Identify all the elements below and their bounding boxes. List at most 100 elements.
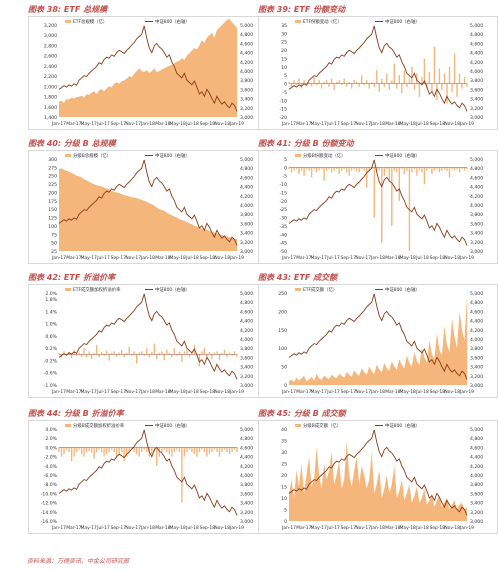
right-tick-label: 5,000 — [470, 291, 483, 297]
primary-bar — [398, 167, 400, 201]
primary-bar — [293, 167, 295, 171]
legend: 分级B成交额（亿） 中证800（右轴） — [295, 422, 420, 429]
left-tick-label: 0 — [284, 519, 287, 525]
left-tick-label: -25 — [279, 207, 287, 213]
primary-bar — [290, 167, 293, 173]
x-tick-label: Mar-18 — [385, 389, 400, 395]
legend-label: ETF成交额加权折溢价率 — [73, 286, 121, 293]
left-tick-label: 300 — [48, 157, 57, 163]
left-tick-label: 125 — [48, 216, 57, 222]
left-tick-label: 3,000 — [44, 33, 57, 39]
x-tick-label: Jul-18 — [185, 525, 199, 531]
left-tick-label: 1,600 — [44, 105, 57, 111]
csi800-line — [58, 429, 238, 516]
primary-bar — [131, 354, 133, 356]
chart-frame: 0 5 10 15 20 25 30 35 40 3,000 3,200 3,400 3,600 3,80… — [258, 420, 498, 534]
primary-bar — [366, 167, 368, 188]
primary-bar — [70, 354, 73, 358]
x-tick-label: Jul-17 — [326, 255, 340, 261]
right-tick-label: 3,000 — [470, 249, 483, 255]
legend-label: 中证800（右轴） — [155, 286, 190, 293]
primary-bar — [461, 167, 463, 170]
x-tick-label: Mar-18 — [155, 525, 170, 531]
primary-bar — [181, 354, 183, 362]
chart-title: 图表 40: 分级 B 总规模 — [28, 139, 116, 148]
primary-bar — [438, 68, 441, 84]
x-tick-label: Mar-17 — [66, 389, 81, 395]
primary-bar — [223, 447, 226, 450]
x-tick-label: Mar-17 — [66, 255, 81, 261]
primary-bar — [418, 83, 421, 97]
primary-bar — [118, 447, 120, 455]
right-tick-label: 3,400 — [240, 501, 253, 507]
primary-bar — [75, 447, 78, 452]
primary-bar — [196, 447, 198, 457]
primary-bar — [228, 352, 231, 355]
primary-bar — [228, 447, 231, 455]
primary-bar — [198, 447, 201, 452]
primary-bar — [111, 447, 113, 450]
right-tick-label: 3,400 — [240, 231, 253, 237]
x-tick-label: Sep-17 — [111, 389, 127, 395]
primary-bar — [441, 167, 443, 171]
right-tick-label: 3,000 — [240, 115, 253, 121]
right-tick-label: 4,200 — [240, 60, 253, 66]
primary-bar — [295, 167, 298, 170]
primary-bar — [83, 447, 85, 457]
primary-bar — [323, 167, 325, 181]
primary-bar — [320, 83, 323, 89]
primary-bar — [391, 80, 393, 84]
primary-bar — [211, 447, 213, 452]
x-tick-label: Nov-18 — [214, 525, 230, 531]
primary-area — [289, 440, 467, 521]
primary-bar — [388, 83, 390, 91]
primary-bar — [163, 447, 165, 450]
right-tick-label: 3,400 — [470, 501, 483, 507]
left-tick-label: 200 — [278, 309, 287, 315]
chart-svg: -50-45-40-35-30-25-20-15-10-5053,0003,20… — [279, 152, 483, 261]
left-tick-label: 50 — [281, 365, 287, 371]
x-tick-label: Jul-18 — [185, 389, 199, 395]
chart-svg: 1,400 1,600 1,800 2,000 2,200 2,400 2,600 2,800… — [44, 18, 253, 127]
x-tick-label: Mar-18 — [155, 121, 170, 127]
x-tick-label: Nov-17 — [355, 525, 371, 531]
primary-bar — [136, 354, 138, 364]
chart-panel: 图表 45: 分级 B 成交额 0 5 10 15 20 25 30 35 40 3,000 3,20… — [258, 408, 498, 534]
right-tick-label: 4,200 — [240, 464, 253, 470]
x-tick-label: Mar-17 — [296, 525, 311, 531]
primary-bar — [173, 447, 175, 452]
x-tick-label: May-17 — [311, 121, 327, 127]
x-tick-label: Nov-17 — [125, 121, 141, 127]
legend: ETF份额变动（亿） 中证800（右轴） — [295, 18, 420, 25]
left-tick-label: 1.0% — [45, 322, 57, 328]
right-tick-label: 4,600 — [240, 445, 253, 451]
right-tick-label: 4,400 — [470, 51, 483, 57]
primary-bar — [401, 167, 403, 170]
primary-bar — [406, 167, 408, 171]
primary-bar — [58, 447, 60, 452]
primary-bar — [348, 167, 350, 176]
primary-bar — [288, 167, 290, 170]
primary-bar — [418, 167, 421, 171]
primary-bar — [63, 351, 65, 355]
x-tick-label: Jul-18 — [185, 121, 199, 127]
right-tick-label: 4,600 — [240, 175, 253, 181]
primary-bar — [421, 76, 423, 84]
legend-label: 中证800（右轴） — [385, 152, 420, 159]
left-tick-label: -8.0% — [44, 482, 58, 488]
primary-bar — [188, 354, 191, 358]
x-tick-label: Sep-18 — [200, 255, 216, 261]
primary-bar — [113, 447, 115, 452]
legend-label: 分级B成交额（亿） — [303, 422, 341, 429]
primary-bar — [103, 354, 105, 356]
primary-bar — [133, 447, 135, 452]
right-tick-label: 4,200 — [470, 464, 483, 470]
right-tick-label: 3,400 — [470, 97, 483, 103]
primary-bar — [330, 78, 333, 84]
primary-bar — [123, 354, 125, 358]
left-tick-label: -2.0% — [44, 455, 58, 461]
right-tick-label: 3,000 — [240, 519, 253, 525]
x-tick-label: Jul-17 — [326, 121, 340, 127]
chart-title: 图表 43: ETF 成交额 — [258, 273, 338, 282]
right-tick-label: 3,800 — [470, 346, 483, 352]
